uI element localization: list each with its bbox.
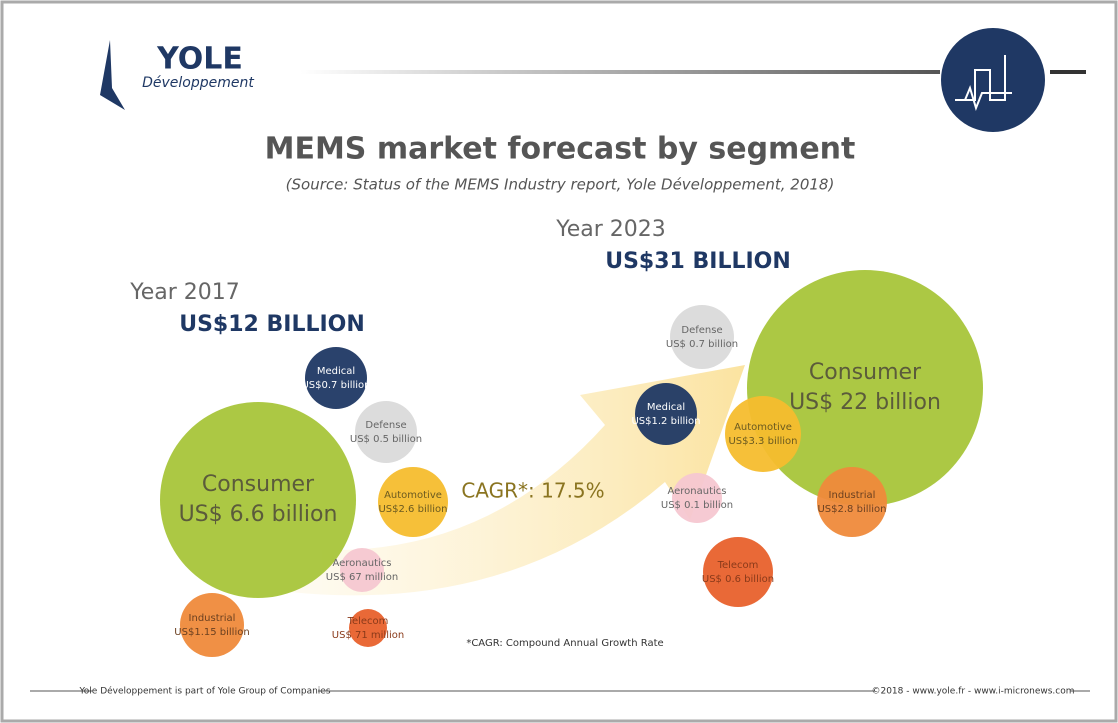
logo-mark <box>100 40 125 110</box>
footnote: *CAGR: Compound Annual Growth Rate <box>466 638 663 649</box>
bubble <box>355 401 417 463</box>
segment-value: US$ 0.1 billion <box>661 500 733 511</box>
segment-value: US$ 0.6 billion <box>702 574 774 585</box>
segment-value: US$ 6.6 billion <box>179 502 338 527</box>
logo-sub: Développement <box>142 75 254 91</box>
segment-name: Automotive <box>384 490 442 501</box>
logo-name: YOLE <box>156 42 243 77</box>
bubble <box>349 609 387 647</box>
segment-name: Automotive <box>734 422 792 433</box>
segment-value: US$2.8 billion <box>817 504 886 515</box>
segment-value: US$1.15 billion <box>174 627 249 638</box>
year: Year 2023 <box>555 217 666 242</box>
top-line <box>1050 70 1086 74</box>
segment-name: Aeronautics <box>667 486 726 497</box>
segment-value: US$ 22 billion <box>789 390 941 415</box>
growth-arrow <box>270 365 745 596</box>
bubble <box>670 305 734 369</box>
total: US$31 BILLION <box>605 249 791 274</box>
bubble <box>817 467 887 537</box>
total: US$12 BILLION <box>179 312 365 337</box>
bubble <box>340 548 384 592</box>
bubble <box>180 593 244 657</box>
bubble <box>635 383 697 445</box>
subtitle: (Source: Status of the MEMS Industry rep… <box>286 176 835 194</box>
corner-logo <box>941 28 1045 132</box>
cagr: CAGR*: 17.5% <box>461 479 604 503</box>
bubble <box>160 402 356 598</box>
segment-value: US$1.2 billion <box>631 416 700 427</box>
segment-name: Telecom <box>717 560 759 571</box>
segment-name: Industrial <box>829 490 876 501</box>
segment-value: US$2.6 billion <box>378 504 447 515</box>
bubble <box>672 473 722 523</box>
segment-name: Industrial <box>189 613 236 624</box>
segment-value: US$0.7 billion <box>301 380 370 391</box>
segment-name: Consumer <box>202 472 315 497</box>
top-line <box>300 70 940 74</box>
segment-value: US$ 67 million <box>326 572 398 583</box>
bubbles: Year 2017 US$12 BILLION Consumer US$ 6.6 bi… <box>129 217 983 657</box>
bubble <box>725 396 801 472</box>
title: MEMS market forecast by segment <box>265 132 856 167</box>
segment-name: Aeronautics <box>332 558 391 569</box>
segment-name: Medical <box>317 366 355 377</box>
segment-value: US$ 0.7 billion <box>666 339 738 350</box>
footer-right: ©2018 - www.yole.fr - www.i-micronews.co… <box>871 687 1074 697</box>
corner-logo-icon <box>955 55 1012 112</box>
segment-value: US$ 0.5 billion <box>350 434 422 445</box>
bubble <box>378 467 448 537</box>
year: Year 2017 <box>129 280 240 305</box>
segment-name: Defense <box>681 325 722 336</box>
segment-value: US$3.3 billion <box>728 436 797 447</box>
bubble <box>747 270 983 506</box>
bubble <box>703 537 773 607</box>
segment-name: Telecom <box>347 616 389 627</box>
footer-left: Yole Développement is part of Yole Group… <box>78 686 330 697</box>
segment-name: Defense <box>365 420 406 431</box>
segment-name: Consumer <box>809 360 922 385</box>
segment-value: US$ 71 million <box>332 630 404 641</box>
segment-name: Medical <box>647 402 685 413</box>
bubble <box>305 347 367 409</box>
